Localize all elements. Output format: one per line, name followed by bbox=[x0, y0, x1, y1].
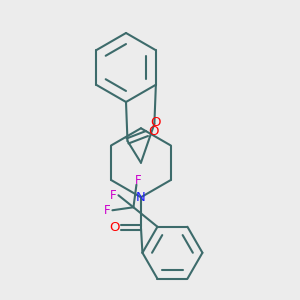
Text: O: O bbox=[151, 116, 161, 129]
Text: O: O bbox=[148, 124, 159, 138]
Text: F: F bbox=[135, 174, 141, 187]
Text: N: N bbox=[136, 191, 146, 204]
Text: F: F bbox=[110, 189, 116, 202]
Text: F: F bbox=[104, 204, 110, 217]
Text: O: O bbox=[110, 221, 120, 234]
